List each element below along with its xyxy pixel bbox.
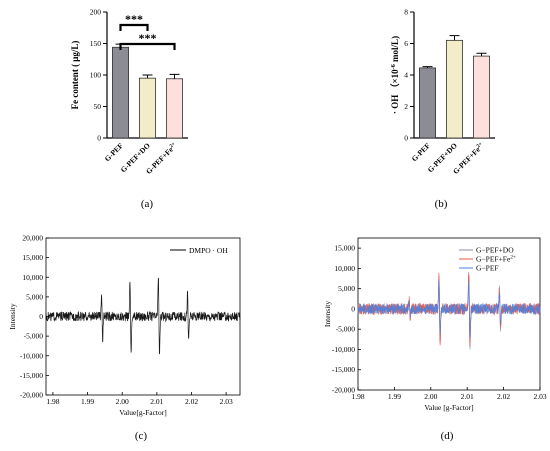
significance-bracket xyxy=(119,23,149,31)
x-axis-label: Value[g-Factor] xyxy=(119,408,166,417)
bar-chart-a: 050100150200G-PEFG-PEF+DOG-PEF+Fe2+*****… xyxy=(70,8,188,210)
bar xyxy=(165,78,183,139)
bar xyxy=(112,46,130,139)
y-tick-label: 0 xyxy=(404,134,408,143)
x-axis-label: Value [g-Factor] xyxy=(424,403,473,412)
y-axis-label: · OH （×10-6 mol/L) xyxy=(390,36,401,114)
y-tick-label: 0 xyxy=(39,312,43,321)
x-tick-label: 2.00 xyxy=(424,392,437,401)
y-tick-label: -20,000 xyxy=(20,391,43,400)
y-tick-label: 10,000 xyxy=(334,264,355,273)
y-tick-label: 50 xyxy=(94,102,102,111)
y-axis-label: Intensity xyxy=(8,303,17,329)
y-tick-label: 2 xyxy=(404,102,408,111)
y-tick-label: 6 xyxy=(404,39,408,48)
x-tick-label: 2.00 xyxy=(116,397,129,406)
y-tick-label: 100 xyxy=(90,71,102,80)
y-tick-label: 15,000 xyxy=(22,253,43,262)
y-tick-label: 8 xyxy=(404,8,408,17)
y-tick-label: 0 xyxy=(97,134,101,143)
legend-label: G−PEF xyxy=(476,264,499,273)
x-tick-label: 2.03 xyxy=(533,392,546,401)
y-tick-label: -15,000 xyxy=(20,371,43,380)
x-tick-label: 2.02 xyxy=(497,392,510,401)
x-tick-label: 1.98 xyxy=(351,392,364,401)
panel-label: (a) xyxy=(141,198,154,210)
y-tick-label: 15,000 xyxy=(334,244,355,253)
y-tick-label: 20,000 xyxy=(22,234,43,243)
series-line xyxy=(45,277,241,355)
y-tick-label: 200 xyxy=(90,8,102,17)
y-tick-label: 4 xyxy=(404,71,408,80)
significance-label: *** xyxy=(125,12,143,26)
legend-label: G−PEF+DO xyxy=(476,246,514,255)
bar xyxy=(418,67,436,139)
y-tick-label: 150 xyxy=(90,39,102,48)
y-axis-label: Fe content ( μg/L) xyxy=(70,41,80,110)
y-tick-label: -10,000 xyxy=(332,345,355,354)
series-line xyxy=(357,280,541,338)
x-tick-label: 1.99 xyxy=(388,392,401,401)
line-chart-c: -20,000 -15,000 -10,000 -5,000 0 5,000 10,000 1… xyxy=(8,234,241,442)
x-tick-label: 2.02 xyxy=(185,397,198,406)
y-tick-label: 5,000 xyxy=(338,284,355,293)
y-tick-label: 10,000 xyxy=(22,273,43,282)
x-tick-label: 1.98 xyxy=(46,397,59,406)
y-tick-label: -15,000 xyxy=(332,365,355,374)
legend-label: G−PEF+Fe2+ xyxy=(476,255,516,264)
y-tick-label: 0 xyxy=(351,304,355,313)
line-chart-d: -20,000 -15,000 -10,000 -5,000 0 5,000 10,000 1… xyxy=(323,237,547,442)
significance-bracket xyxy=(119,42,176,50)
x-tick-label: 2.01 xyxy=(461,392,474,401)
bar xyxy=(138,77,156,139)
panel-label: (b) xyxy=(435,198,448,210)
y-axis-label: Intensity xyxy=(323,301,332,327)
y-tick-label: -20,000 xyxy=(332,386,355,395)
category-label: G-PEF xyxy=(103,141,126,164)
panel-label: (d) xyxy=(441,430,454,442)
x-tick-label: 1.99 xyxy=(81,397,94,406)
x-tick-label: 2.01 xyxy=(150,397,163,406)
y-tick-label: -5,000 xyxy=(24,332,44,341)
legend-label: DMPO · OH xyxy=(189,246,228,255)
y-tick-label: -5,000 xyxy=(336,325,356,334)
category-label: G-PEF xyxy=(410,141,433,164)
panel-label: (c) xyxy=(135,430,148,442)
x-tick-label: 2.03 xyxy=(220,397,233,406)
bar xyxy=(445,39,463,139)
y-tick-label: -10,000 xyxy=(20,351,43,360)
bar xyxy=(472,55,490,139)
significance-label: *** xyxy=(139,31,157,45)
y-tick-label: 5,000 xyxy=(26,292,43,301)
